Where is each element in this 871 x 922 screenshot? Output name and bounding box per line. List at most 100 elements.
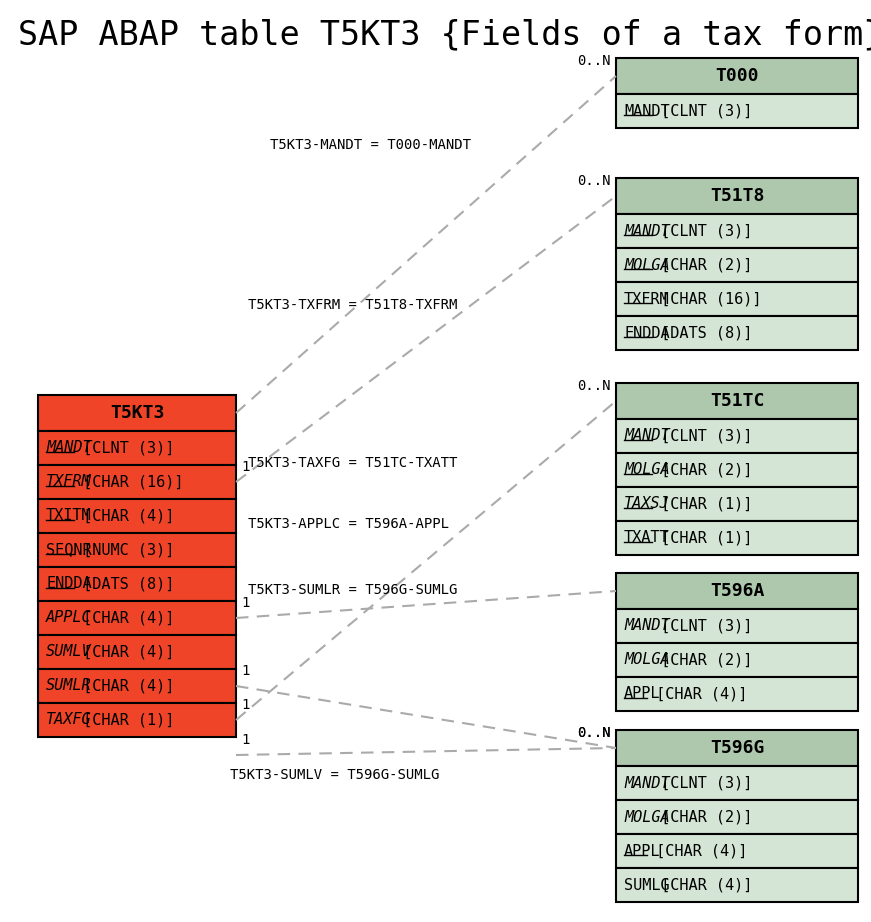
Text: 1: 1	[241, 698, 249, 712]
Text: [CHAR (4)]: [CHAR (4)]	[74, 610, 175, 625]
Text: [CHAR (4)]: [CHAR (4)]	[74, 679, 175, 693]
Bar	[38, 567, 236, 601]
Text: MANDT: MANDT	[46, 441, 91, 455]
Bar	[616, 383, 858, 419]
Text: T51T8: T51T8	[710, 187, 764, 205]
Bar	[616, 453, 858, 487]
Text: [CLNT (3)]: [CLNT (3)]	[652, 619, 753, 633]
Bar	[38, 635, 236, 669]
Text: SUMLV: SUMLV	[46, 644, 91, 659]
Bar	[616, 178, 858, 214]
Text: T51TC: T51TC	[710, 392, 764, 410]
Text: T5KT3-APPLC = T596A-APPL: T5KT3-APPLC = T596A-APPL	[248, 517, 449, 531]
Text: T596G: T596G	[710, 739, 764, 757]
Text: [CHAR (1)]: [CHAR (1)]	[652, 530, 753, 546]
Bar	[616, 609, 858, 643]
Bar	[616, 834, 858, 868]
Text: [NUMC (3)]: [NUMC (3)]	[74, 542, 175, 558]
Bar	[38, 533, 236, 567]
Text: TAXSJ: TAXSJ	[624, 497, 670, 512]
Bar	[616, 316, 858, 350]
Text: [CHAR (4)]: [CHAR (4)]	[647, 687, 747, 702]
Text: 0..N: 0..N	[577, 726, 611, 740]
Bar	[616, 730, 858, 766]
Text: MANDT: MANDT	[624, 429, 670, 443]
Bar	[616, 487, 858, 521]
Text: T5KT3-TAXFG = T51TC-TXATT: T5KT3-TAXFG = T51TC-TXATT	[248, 456, 457, 470]
Text: [CLNT (3)]: [CLNT (3)]	[652, 223, 753, 239]
Text: [DATS (8)]: [DATS (8)]	[74, 576, 175, 592]
Text: [CHAR (1)]: [CHAR (1)]	[652, 497, 753, 512]
Text: TXFRM: TXFRM	[46, 475, 91, 490]
Text: [CLNT (3)]: [CLNT (3)]	[652, 103, 753, 119]
Bar	[616, 868, 858, 902]
Text: [CLNT (3)]: [CLNT (3)]	[652, 429, 753, 443]
Text: ENDDA: ENDDA	[46, 576, 91, 592]
Bar	[616, 573, 858, 609]
Bar	[38, 601, 236, 635]
Text: [DATS (8)]: [DATS (8)]	[652, 325, 753, 340]
Text: TAXFG: TAXFG	[46, 713, 91, 727]
Text: T596A: T596A	[710, 582, 764, 600]
Text: APPL: APPL	[624, 844, 660, 858]
Text: 0..N: 0..N	[577, 379, 611, 393]
Text: MANDT: MANDT	[624, 775, 670, 790]
Text: MOLGA: MOLGA	[624, 257, 670, 273]
Bar	[38, 465, 236, 499]
Text: MANDT: MANDT	[624, 223, 670, 239]
Text: [CHAR (2)]: [CHAR (2)]	[652, 653, 753, 668]
Text: TXATT: TXATT	[624, 530, 670, 546]
Text: SAP ABAP table T5KT3 {Fields of a tax form}: SAP ABAP table T5KT3 {Fields of a tax fo…	[18, 18, 871, 51]
Bar	[616, 214, 858, 248]
Text: TXITM: TXITM	[46, 509, 91, 524]
Bar	[616, 643, 858, 677]
Text: [CHAR (16)]: [CHAR (16)]	[74, 475, 184, 490]
Text: T5KT3-TXFRM = T51T8-TXFRM: T5KT3-TXFRM = T51T8-TXFRM	[248, 298, 457, 312]
Bar	[616, 800, 858, 834]
Text: T5KT3-SUMLR = T596G-SUMLG: T5KT3-SUMLR = T596G-SUMLG	[248, 583, 457, 597]
Bar	[38, 395, 236, 431]
Text: MOLGA: MOLGA	[624, 810, 670, 824]
Text: TXFRM: TXFRM	[624, 291, 670, 306]
Text: 0..N: 0..N	[577, 174, 611, 188]
Bar	[616, 58, 858, 94]
Text: APPL: APPL	[624, 687, 660, 702]
Text: 0..N: 0..N	[577, 54, 611, 68]
Text: APPLC: APPLC	[46, 610, 91, 625]
Bar	[38, 669, 236, 703]
Text: [CHAR (4)]: [CHAR (4)]	[74, 509, 175, 524]
Text: MOLGA: MOLGA	[624, 653, 670, 668]
Text: [CHAR (4)]: [CHAR (4)]	[74, 644, 175, 659]
Bar	[616, 248, 858, 282]
Text: [CHAR (1)]: [CHAR (1)]	[74, 713, 175, 727]
Bar	[616, 677, 858, 711]
Text: SUMLR: SUMLR	[46, 679, 91, 693]
Text: [CLNT (3)]: [CLNT (3)]	[74, 441, 175, 455]
Text: ENDDA: ENDDA	[624, 325, 670, 340]
Text: T5KT3-MANDT = T000-MANDT: T5KT3-MANDT = T000-MANDT	[270, 138, 471, 152]
Text: 0..N: 0..N	[577, 726, 611, 740]
Text: [CLNT (3)]: [CLNT (3)]	[652, 775, 753, 790]
Bar	[616, 282, 858, 316]
Text: MANDT: MANDT	[624, 103, 670, 119]
Text: 1: 1	[241, 733, 249, 747]
Bar	[616, 419, 858, 453]
Text: [CHAR (2)]: [CHAR (2)]	[652, 257, 753, 273]
Text: 1: 1	[241, 596, 249, 610]
Bar	[38, 703, 236, 737]
Text: SUMLG: SUMLG	[624, 878, 670, 892]
Text: T000: T000	[715, 67, 759, 85]
Text: [CHAR (4)]: [CHAR (4)]	[647, 844, 747, 858]
Text: T5KT3-SUMLV = T596G-SUMLG: T5KT3-SUMLV = T596G-SUMLG	[230, 768, 439, 782]
Text: MANDT: MANDT	[624, 619, 670, 633]
Text: [CHAR (16)]: [CHAR (16)]	[652, 291, 762, 306]
Bar	[616, 94, 858, 128]
Text: SEQNR: SEQNR	[46, 542, 91, 558]
Text: [CHAR (4)]: [CHAR (4)]	[652, 878, 753, 892]
Text: [CHAR (2)]: [CHAR (2)]	[652, 810, 753, 824]
Text: [CHAR (2)]: [CHAR (2)]	[652, 463, 753, 478]
Text: 1: 1	[241, 664, 249, 678]
Text: 1: 1	[241, 460, 249, 474]
Bar	[38, 431, 236, 465]
Bar	[38, 499, 236, 533]
